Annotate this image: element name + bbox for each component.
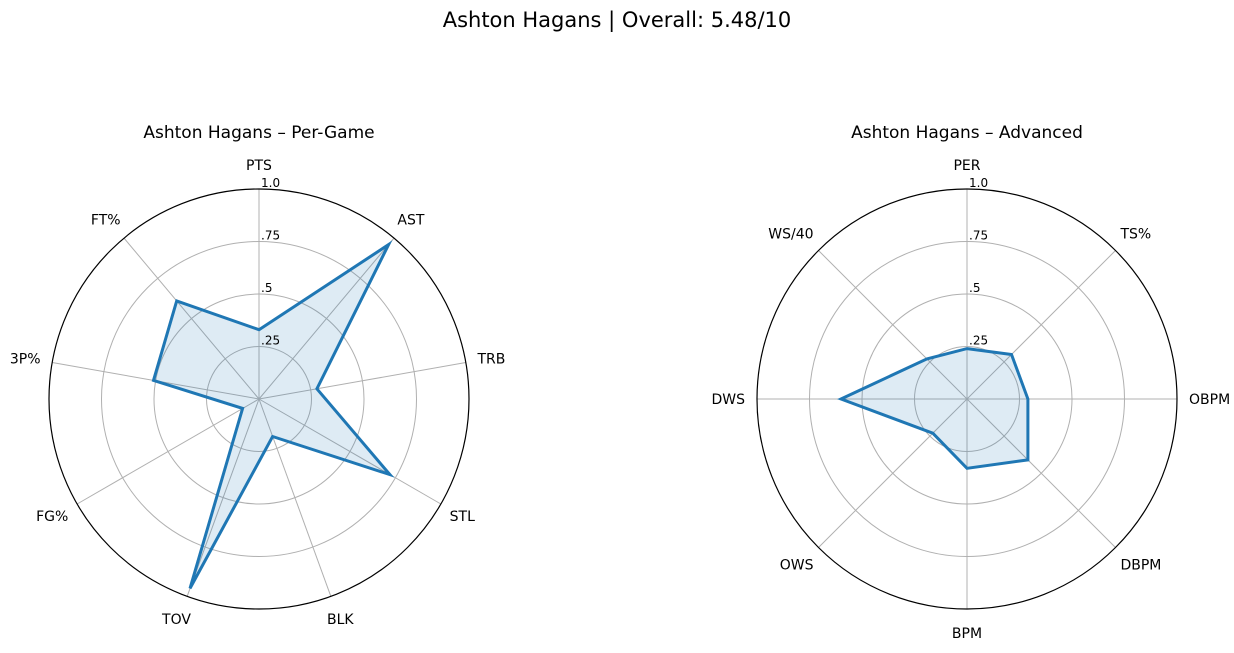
axis-label-STL: STL bbox=[450, 509, 475, 525]
spoke-AST bbox=[258, 237, 395, 400]
axis-label-BLK: BLK bbox=[327, 612, 354, 628]
axis-label-3P%: 3P% bbox=[10, 351, 41, 367]
axis-label-TS%: TS% bbox=[1119, 227, 1151, 243]
axis-label-FG%: FG% bbox=[36, 509, 68, 525]
axis-label-DWS: DWS bbox=[711, 392, 745, 408]
radial-tick-label: .5 bbox=[261, 281, 272, 295]
axis-label-AST: AST bbox=[397, 213, 424, 229]
series-line bbox=[151, 240, 395, 590]
axis-label-DBPM: DBPM bbox=[1120, 557, 1161, 573]
spoke-FG% bbox=[76, 398, 260, 505]
spoke-STL bbox=[258, 398, 442, 505]
spoke-TRB bbox=[258, 362, 466, 400]
axis-label-PTS: PTS bbox=[246, 158, 272, 174]
axis-label-TOV: TOV bbox=[161, 612, 191, 628]
axis-label-WS/40: WS/40 bbox=[768, 227, 813, 243]
radial-tick-label: .75 bbox=[261, 229, 280, 243]
spoke-BLK bbox=[258, 398, 332, 597]
spoke-OWS bbox=[818, 398, 968, 548]
axis-label-OWS: OWS bbox=[780, 557, 814, 573]
radial-tick-label: .25 bbox=[969, 334, 988, 348]
spoke-FT% bbox=[123, 237, 260, 400]
chart-title: Ashton Hagans – Advanced bbox=[851, 123, 1083, 143]
axis-label-TRB: TRB bbox=[476, 351, 505, 367]
polar-frame bbox=[756, 188, 1178, 610]
axis-label-PER: PER bbox=[953, 158, 980, 174]
axis-label-FT%: FT% bbox=[91, 213, 121, 229]
spoke-TOV bbox=[186, 398, 260, 597]
radial-tick-label: 1.0 bbox=[261, 176, 280, 190]
polar-frame bbox=[48, 188, 470, 610]
radial-tick-label: .75 bbox=[969, 229, 988, 243]
figure-title: Ashton Hagans | Overall: 5.48/10 bbox=[442, 8, 792, 32]
axis-label-BPM: BPM bbox=[952, 626, 982, 642]
axis-label-OBPM: OBPM bbox=[1189, 392, 1230, 408]
spoke-TS% bbox=[966, 250, 1116, 400]
radial-tick-label: .5 bbox=[969, 281, 980, 295]
spoke-WS/40 bbox=[818, 250, 968, 400]
radial-tick-label: 1.0 bbox=[969, 176, 988, 190]
chart-title: Ashton Hagans – Per-Game bbox=[143, 123, 374, 143]
radial-tick-label: .25 bbox=[261, 334, 280, 348]
radar-chart-2: Ashton Hagans – Advanced .25 .5 .75 1.0 PER TS… bbox=[711, 123, 1230, 642]
spoke-DBPM bbox=[966, 398, 1116, 548]
radar-chart-1: Ashton Hagans – Per-Game .25 .5 .75 1.0 PTS AS… bbox=[10, 123, 505, 628]
series-line bbox=[837, 347, 1030, 470]
series-area bbox=[153, 244, 390, 589]
